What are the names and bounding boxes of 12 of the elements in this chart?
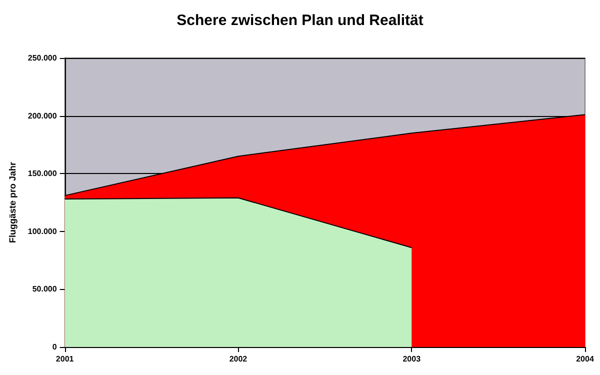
x-tick-label: 2003 [402,354,422,364]
y-tick-label: 50.000 [32,284,58,294]
x-tick-label: 2001 [56,354,74,364]
y-tick-label: 250.000 [28,54,58,62]
chart-title: Schere zwischen Plan und Realität [176,12,424,29]
y-axis-title: Fluggäste pro Jahr [8,161,18,244]
y-tick-label: 100.000 [28,226,58,236]
y-tick-label: 200.000 [28,111,58,120]
y-tick-label: 150.000 [28,169,58,178]
y-tick-label: 0 [52,342,58,352]
x-tick-label: 2002 [229,354,248,364]
x-tick-label: 2004 [576,354,594,364]
